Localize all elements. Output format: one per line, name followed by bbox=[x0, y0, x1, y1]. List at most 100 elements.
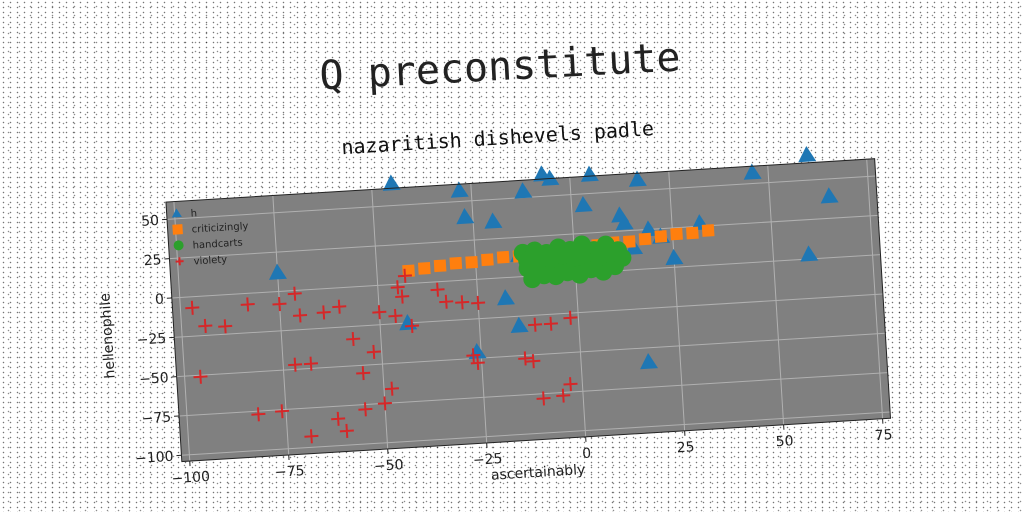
violety-point bbox=[556, 388, 571, 403]
violety-point bbox=[331, 411, 346, 426]
violety-point bbox=[439, 294, 454, 309]
x-tick-label: −25 bbox=[472, 451, 502, 469]
series-handcarts bbox=[513, 235, 632, 289]
violety-point bbox=[185, 300, 200, 315]
violety-point bbox=[455, 295, 470, 310]
h-point bbox=[450, 181, 469, 198]
violety-point bbox=[528, 317, 543, 332]
violety-point bbox=[543, 316, 558, 331]
violety-point bbox=[287, 286, 302, 301]
x-tick-label: −50 bbox=[374, 457, 404, 475]
criticizingly-point bbox=[481, 253, 494, 267]
h-point bbox=[514, 182, 533, 199]
violety-point bbox=[384, 381, 400, 396]
y-tick-label: 0 bbox=[155, 292, 165, 309]
criticizingly-point bbox=[496, 250, 510, 264]
h-point bbox=[484, 212, 503, 229]
h-point bbox=[820, 187, 839, 204]
violety-point bbox=[356, 366, 371, 381]
y-axis-label: hellenophile bbox=[97, 293, 118, 379]
h-point bbox=[743, 163, 762, 180]
violety-point bbox=[470, 355, 485, 371]
violety-point bbox=[293, 308, 308, 323]
violety-point bbox=[218, 319, 233, 334]
h-point bbox=[268, 263, 287, 280]
plot-area bbox=[165, 158, 891, 462]
x-tick-label: −100 bbox=[171, 469, 210, 487]
criticizingly-point bbox=[449, 256, 463, 270]
violety-point bbox=[251, 407, 266, 422]
h-point bbox=[382, 174, 401, 191]
violety-point bbox=[388, 308, 403, 323]
legend: h criticizingly handcarts violety bbox=[171, 208, 249, 267]
criticizingly-point bbox=[654, 230, 668, 243]
violety-point bbox=[536, 391, 551, 406]
x-gridline bbox=[866, 159, 884, 419]
y-tick-label: −50 bbox=[139, 370, 169, 388]
violety-point bbox=[275, 404, 290, 419]
x-tick-label: −75 bbox=[275, 463, 305, 481]
criticizingly-point bbox=[622, 235, 636, 248]
h-point bbox=[800, 245, 819, 262]
criticizingly-point bbox=[686, 226, 699, 240]
legend-marker-criticizingly bbox=[172, 224, 183, 235]
violety-point bbox=[288, 357, 303, 372]
h-point bbox=[798, 145, 817, 163]
y-tick-label: 25 bbox=[143, 252, 162, 269]
chart-title: nazaritish dishevels padle bbox=[341, 116, 655, 159]
h-point bbox=[580, 165, 599, 182]
violety-point bbox=[358, 402, 373, 417]
y-tick-label: −75 bbox=[141, 409, 171, 427]
criticizingly-point bbox=[638, 232, 652, 246]
y-tick-label: −25 bbox=[136, 331, 166, 349]
legend-label: criticizingly bbox=[191, 221, 248, 235]
x-tick-label: 75 bbox=[874, 427, 893, 444]
data-marks bbox=[185, 145, 839, 444]
h-point bbox=[497, 289, 516, 306]
violety-point bbox=[518, 351, 533, 366]
violety-point bbox=[193, 369, 208, 384]
series-violety bbox=[185, 268, 578, 444]
criticizingly-point bbox=[417, 261, 431, 275]
h-point bbox=[640, 352, 659, 370]
legend-label: violety bbox=[193, 254, 227, 267]
x-gridline bbox=[470, 183, 488, 443]
chart-group: nazaritish dishevels padle −100 −75 −50 −25… bbox=[97, 116, 893, 487]
criticizingly-point bbox=[465, 255, 479, 269]
violety-point bbox=[198, 318, 213, 333]
violety-point bbox=[395, 289, 410, 304]
violety-point bbox=[404, 318, 420, 333]
violety-point bbox=[332, 299, 347, 314]
violety-point bbox=[466, 348, 481, 363]
grid bbox=[166, 159, 891, 462]
violety-point bbox=[366, 344, 381, 360]
violety-point bbox=[390, 280, 405, 295]
h-point bbox=[456, 207, 475, 225]
h-point bbox=[574, 195, 593, 213]
violety-point bbox=[563, 377, 578, 392]
violety-point bbox=[316, 305, 331, 320]
violety-point bbox=[377, 396, 392, 411]
violety-point bbox=[563, 310, 578, 325]
y-gridline bbox=[174, 293, 883, 338]
legend-marker-h bbox=[171, 208, 182, 218]
legend-label: handcarts bbox=[192, 237, 243, 251]
y-gridline bbox=[169, 214, 879, 260]
violety-point bbox=[526, 354, 541, 369]
violety-point bbox=[303, 356, 318, 371]
legend-marker-violety bbox=[175, 257, 184, 266]
plot-frame bbox=[165, 158, 892, 463]
axis-ticks: −100 −75 −50 −25 0 25 50 75 50 25 0 −25 −50 −75 −100 bbox=[135, 213, 893, 487]
violety-point bbox=[339, 423, 354, 439]
violety-point bbox=[346, 331, 361, 347]
h-point bbox=[628, 170, 647, 187]
x-tick-label: 50 bbox=[775, 433, 794, 450]
handcarts-point bbox=[613, 248, 632, 267]
x-gridline bbox=[668, 171, 686, 431]
criticizingly-point bbox=[433, 259, 447, 273]
x-axis-label: ascertainably bbox=[491, 462, 586, 484]
violety-point bbox=[304, 429, 319, 444]
criticizingly-point bbox=[701, 224, 715, 237]
